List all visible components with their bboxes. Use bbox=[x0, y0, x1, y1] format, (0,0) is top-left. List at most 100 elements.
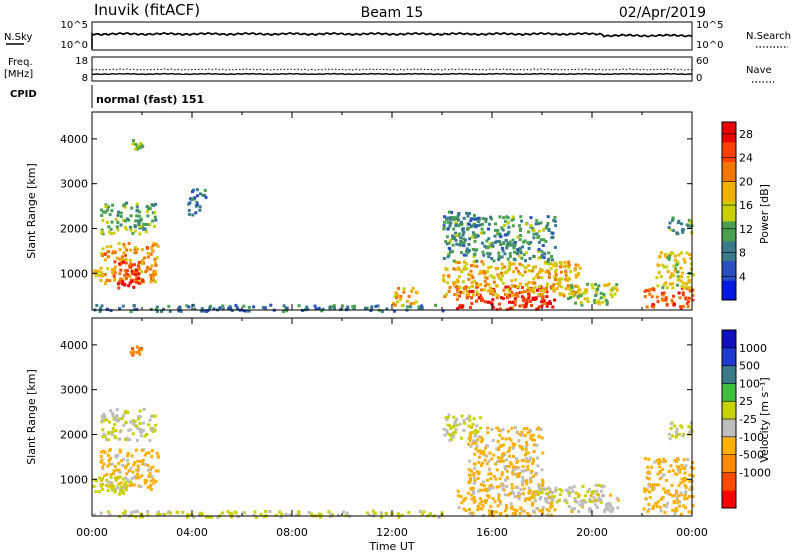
colorbar-swatch bbox=[722, 330, 736, 349]
heatmap-cell bbox=[671, 301, 675, 304]
heatmap-cell bbox=[150, 264, 154, 268]
heatmap-cell bbox=[134, 448, 138, 452]
heatmap-cell bbox=[539, 255, 543, 259]
heatmap-cell bbox=[517, 439, 521, 443]
heatmap-cell bbox=[546, 215, 550, 219]
heatmap-cell bbox=[679, 481, 683, 485]
heatmap-cell bbox=[479, 416, 482, 420]
heatmap-cell bbox=[674, 435, 678, 439]
heatmap-cell bbox=[527, 230, 531, 234]
heatmap-cell bbox=[446, 227, 450, 231]
heatmap-cell bbox=[422, 510, 426, 514]
heatmap-cell bbox=[146, 214, 150, 218]
heatmap-cell bbox=[545, 295, 549, 299]
heatmap-cell bbox=[493, 500, 497, 504]
heatmap-cell bbox=[118, 430, 122, 434]
heatmap-cell bbox=[138, 415, 142, 419]
heatmap-cell bbox=[307, 510, 311, 514]
heatmap-cell bbox=[464, 509, 468, 513]
heatmap-cell bbox=[149, 273, 153, 277]
heatmap-cell bbox=[192, 303, 196, 307]
heatmap-cell bbox=[470, 264, 473, 267]
heatmap-cell bbox=[148, 222, 152, 226]
heatmap-cell bbox=[472, 232, 476, 236]
heatmap-cell bbox=[109, 232, 113, 235]
heatmap-cell bbox=[135, 144, 139, 148]
heatmap-cell bbox=[487, 255, 491, 259]
heatmap-cell bbox=[673, 493, 677, 497]
heatmap-cell bbox=[488, 451, 492, 455]
heatmap-cell bbox=[530, 501, 534, 505]
heatmap-cell bbox=[658, 465, 662, 469]
heatmap-cell bbox=[131, 263, 134, 267]
x-tick-label: 16:00 bbox=[476, 526, 508, 539]
heatmap-cell bbox=[434, 303, 438, 307]
heatmap-cell bbox=[454, 267, 458, 271]
heatmap-cell bbox=[352, 305, 356, 309]
heatmap-cell bbox=[137, 267, 141, 271]
heatmap-cell bbox=[490, 242, 494, 246]
heatmap-cell bbox=[562, 294, 566, 298]
heatmap-cell bbox=[445, 268, 449, 272]
heatmap-cell bbox=[146, 251, 150, 255]
heatmap-cell bbox=[595, 300, 599, 304]
heatmap-cell bbox=[483, 271, 487, 275]
heatmap-cell bbox=[528, 459, 531, 463]
heatmap-cell bbox=[104, 282, 107, 286]
heatmap-cell bbox=[126, 462, 130, 466]
heatmap-cell bbox=[472, 476, 476, 480]
heatmap-cell bbox=[395, 300, 399, 304]
heatmap-cell bbox=[481, 438, 484, 442]
heatmap-cell bbox=[603, 509, 607, 513]
colorbar-tick-label: 12 bbox=[739, 223, 753, 236]
heatmap-cell bbox=[510, 486, 514, 490]
heatmap-cell bbox=[137, 484, 141, 488]
heatmap-cell bbox=[576, 495, 580, 498]
heatmap-cell bbox=[479, 451, 483, 455]
heatmap-cell bbox=[674, 258, 677, 262]
heatmap-cell bbox=[666, 502, 670, 506]
heatmap-cell bbox=[518, 272, 521, 275]
heatmap-cell bbox=[201, 193, 205, 197]
heatmap-cell bbox=[500, 226, 504, 230]
heatmap-cell bbox=[509, 492, 513, 495]
heatmap-cell bbox=[586, 300, 590, 303]
heatmap-cell bbox=[119, 268, 123, 272]
heatmap-cell bbox=[147, 423, 151, 427]
heatmap-cell bbox=[487, 472, 491, 476]
heatmap-cell bbox=[189, 197, 193, 201]
heatmap-cell bbox=[368, 513, 371, 517]
heatmap-cell bbox=[675, 496, 679, 500]
heatmap-cell bbox=[135, 307, 139, 311]
heatmap-cell bbox=[532, 474, 535, 478]
heatmap-cell bbox=[537, 222, 541, 226]
heatmap-cell bbox=[131, 347, 134, 351]
heatmap-cell bbox=[558, 493, 562, 496]
y-tick-label: 3000 bbox=[60, 384, 88, 397]
heatmap-cell bbox=[657, 483, 661, 487]
heatmap-cell bbox=[115, 455, 118, 459]
heatmap-cell bbox=[553, 275, 557, 279]
heatmap-cell bbox=[141, 259, 145, 262]
heatmap-cell bbox=[442, 227, 446, 231]
heatmap-cell bbox=[594, 503, 598, 507]
heatmap-cell bbox=[474, 281, 478, 285]
heatmap-cell bbox=[490, 243, 494, 247]
heatmap-cell bbox=[498, 433, 502, 437]
heatmap-cell bbox=[264, 509, 268, 513]
heatmap-cell bbox=[306, 307, 310, 311]
heatmap-cell bbox=[469, 431, 473, 435]
heatmap-cell bbox=[567, 494, 571, 498]
heatmap-cell bbox=[451, 243, 455, 247]
heatmap-cell bbox=[310, 512, 314, 516]
heatmap-cell bbox=[658, 254, 662, 258]
heatmap-cell bbox=[114, 429, 118, 433]
y-tick-label: 2000 bbox=[60, 222, 88, 235]
heatmap-cell bbox=[560, 489, 564, 493]
heatmap-cell bbox=[511, 224, 515, 228]
heatmap-cell bbox=[520, 483, 524, 487]
heatmap-cell bbox=[519, 488, 523, 492]
heatmap-cell bbox=[669, 276, 672, 280]
heatmap-cell bbox=[488, 513, 491, 517]
heatmap-cell bbox=[519, 251, 523, 255]
